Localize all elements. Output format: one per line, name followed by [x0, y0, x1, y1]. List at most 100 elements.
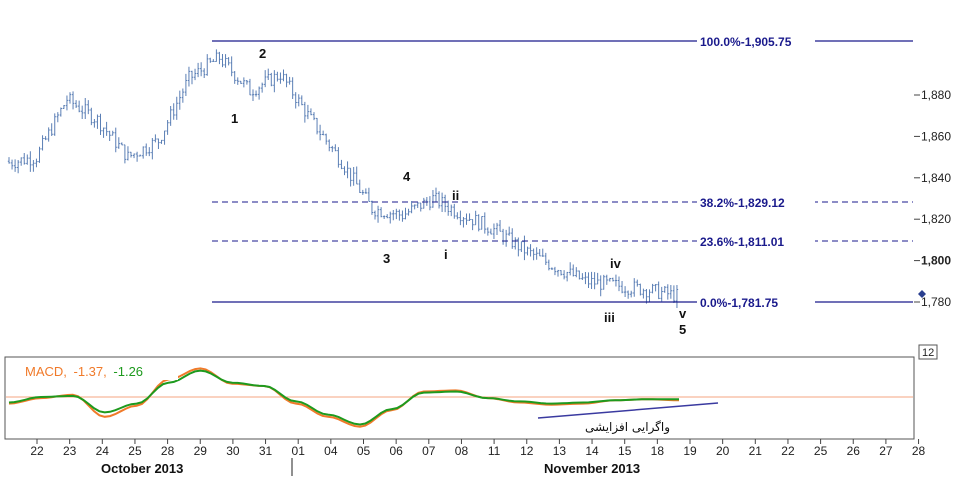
ohlc-bar — [517, 237, 520, 257]
x-tick-label: 29 — [194, 444, 208, 458]
ohlc-bar — [20, 157, 23, 166]
ohlc-bar — [187, 66, 191, 87]
ohlc-bar — [386, 214, 389, 219]
ohlc-bar — [203, 68, 206, 78]
ohlc-bar — [483, 212, 486, 234]
ohlc-bar — [492, 223, 496, 240]
x-tick-label: 28 — [912, 444, 926, 458]
ohlc-bar — [654, 283, 657, 292]
ohlc-bar — [38, 146, 41, 163]
ohlc-bar — [590, 271, 593, 290]
y-tick-label: 1,820 — [921, 212, 951, 226]
ohlc-bar — [480, 216, 483, 230]
ohlc-bar — [349, 167, 352, 187]
wave-label-i: i — [444, 247, 448, 262]
ohlc-bar — [87, 100, 90, 115]
macd-series--1.26 — [8, 369, 679, 426]
ohlc-bar — [142, 146, 145, 159]
ohlc-bar — [13, 159, 17, 172]
divergence-line — [537, 402, 719, 419]
x-tick-label: 13 — [553, 444, 567, 458]
ohlc-bar — [193, 68, 197, 81]
x-tick-label: 14 — [585, 444, 599, 458]
ohlc-bar — [562, 270, 566, 280]
x-tick-label: 21 — [749, 444, 763, 458]
ohlc-bar — [154, 134, 157, 143]
ohlc-bar — [605, 274, 608, 285]
ohlc-bar — [599, 275, 602, 297]
ohlc-bar — [544, 252, 547, 266]
ohlc-bar — [553, 266, 557, 276]
ohlc-bar — [367, 187, 371, 202]
ohlc-bar — [99, 113, 102, 135]
ohlc-bar — [471, 218, 474, 231]
x-tick-label: 20 — [716, 444, 730, 458]
ohlc-bar — [23, 153, 26, 165]
ohlc-bar — [163, 130, 166, 145]
ohlc-bar — [596, 272, 599, 285]
price-bars — [7, 49, 679, 309]
wave-label-3: 3 — [383, 251, 390, 266]
ohlc-bar — [389, 211, 392, 224]
macd-period-value: 12 — [922, 347, 934, 359]
x-tick-label: 24 — [96, 444, 110, 458]
ohlc-bar — [620, 280, 624, 294]
ohlc-bar — [639, 283, 642, 296]
ohlc-bar — [65, 95, 69, 111]
ohlc-bar — [74, 100, 78, 108]
ohlc-bar — [126, 146, 130, 161]
wave-label-5: 5 — [679, 322, 686, 337]
ohlc-bar — [626, 290, 630, 299]
ohlc-bar — [251, 89, 255, 102]
divergence-annotation: واگرایی افزایشی — [585, 420, 670, 435]
ohlc-bar — [279, 72, 282, 84]
ohlc-bar — [514, 237, 517, 250]
ohlc-bar — [401, 210, 404, 222]
ohlc-bar — [453, 203, 456, 219]
ohlc-bar — [254, 90, 258, 97]
ohlc-bar — [532, 248, 535, 261]
ohlc-bar — [651, 283, 654, 294]
ohlc-bar — [361, 189, 364, 195]
signal-legend-value: -1.26 — [113, 364, 143, 379]
ohlc-bar — [288, 76, 291, 85]
ohlc-bar — [212, 59, 215, 62]
ohlc-bar — [285, 73, 288, 88]
ohlc-bar — [565, 271, 569, 282]
ohlc-bar — [90, 107, 93, 126]
ohlc-bar — [343, 166, 346, 176]
macd-legend: MACD, -1.37, -1.26 — [25, 364, 143, 379]
ohlc-bar — [102, 127, 105, 138]
ohlc-bar — [535, 247, 538, 260]
ohlc-bar — [675, 284, 679, 309]
y-tick-label: 1,860 — [921, 129, 951, 143]
x-tick-label: 01 — [292, 444, 306, 458]
ohlc-bar — [331, 145, 334, 153]
x-tick-label: 26 — [847, 444, 861, 458]
ohlc-bar — [218, 51, 221, 65]
ohlc-bar — [581, 273, 584, 281]
ohlc-bar — [10, 159, 14, 170]
ohlc-bar — [358, 179, 361, 194]
x-tick-label: 19 — [683, 444, 697, 458]
ohlc-bar — [547, 259, 551, 271]
ohlc-bar — [26, 154, 29, 165]
ohlc-bar — [196, 62, 200, 78]
ohlc-bar — [669, 284, 673, 299]
x-tick-label: 05 — [357, 444, 371, 458]
ohlc-bar — [413, 204, 416, 210]
wave-label-1: 1 — [231, 111, 238, 126]
ohlc-bar — [538, 248, 541, 257]
ohlc-bar — [437, 191, 441, 209]
ohlc-bar — [575, 267, 578, 278]
macd-period-box[interactable] — [918, 344, 938, 360]
wave-label-iii: iii — [604, 310, 615, 325]
x-tick-label: 28 — [161, 444, 175, 458]
ohlc-bar — [556, 269, 560, 277]
ohlc-bar — [395, 208, 398, 220]
ohlc-bar — [428, 196, 432, 211]
ohlc-bar — [56, 112, 59, 123]
ohlc-bar — [120, 142, 124, 146]
ohlc-bar — [215, 49, 218, 62]
ohlc-bar — [41, 135, 44, 151]
